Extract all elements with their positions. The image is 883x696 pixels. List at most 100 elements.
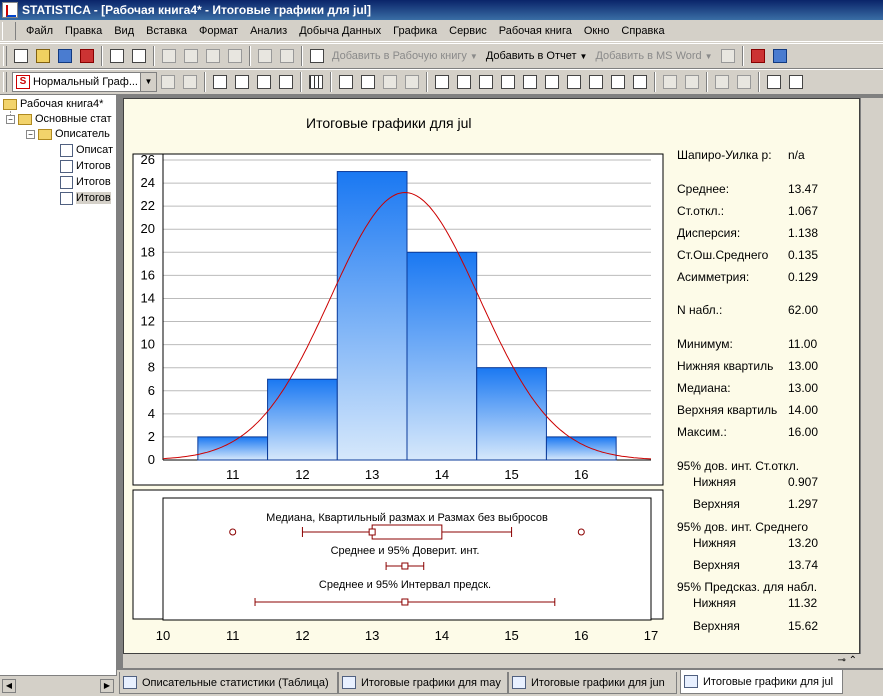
tree-group[interactable]: − Основные стат bbox=[6, 112, 112, 126]
plot-button[interactable] bbox=[210, 72, 230, 92]
gridlines-button[interactable] bbox=[306, 72, 326, 92]
graph-icon bbox=[342, 676, 356, 689]
add-to-report-button[interactable]: Добавить в Отчет ▼ bbox=[482, 50, 592, 62]
menu-file[interactable]: Файл bbox=[26, 24, 54, 37]
stat-label: Дисперсия: bbox=[677, 226, 740, 240]
brush-button[interactable] bbox=[254, 72, 274, 92]
draw-poly-button[interactable] bbox=[586, 72, 606, 92]
redo-button[interactable] bbox=[277, 46, 297, 66]
scatter-button[interactable] bbox=[232, 72, 252, 92]
pointer-button[interactable] bbox=[432, 72, 452, 92]
boxplot-marks bbox=[229, 524, 585, 606]
tree-sub[interactable]: − Описатель bbox=[26, 127, 110, 141]
menu-tools[interactable]: Сервис bbox=[449, 24, 487, 37]
lock-button[interactable] bbox=[630, 72, 650, 92]
chevron-down-icon[interactable]: ▼ bbox=[140, 73, 156, 91]
menu-insert[interactable]: Вставка bbox=[146, 24, 188, 37]
print-button[interactable] bbox=[107, 46, 127, 66]
tab-graph-may[interactable]: Итоговые графики для may bbox=[338, 672, 508, 694]
tab-descriptive-table[interactable]: Описательные статистики (Таблица) bbox=[119, 672, 338, 694]
graph-window[interactable]: Итоговые графики для jul 0 2 4 6 8 10 12 14 16 18… bbox=[123, 98, 860, 654]
menu-workbook[interactable]: Рабочая книга bbox=[498, 24, 572, 37]
font-size-down-button[interactable] bbox=[786, 72, 806, 92]
menu-graphics[interactable]: Графика bbox=[393, 24, 438, 37]
histogram-bar bbox=[267, 378, 338, 461]
line-style-button[interactable] bbox=[660, 72, 680, 92]
tree-item-table[interactable]: Описат bbox=[60, 143, 113, 157]
save-button[interactable] bbox=[55, 46, 75, 66]
find-button[interactable] bbox=[307, 46, 327, 66]
x-axis-ticks: 11 12 13 14 15 16 bbox=[226, 467, 589, 482]
draw-arrow-button[interactable] bbox=[564, 72, 584, 92]
window-resize-controls[interactable]: ⊸ ⌃ bbox=[837, 655, 857, 666]
send-back-icon bbox=[737, 75, 751, 89]
boxplot-x-tick-label: 10 bbox=[156, 628, 170, 643]
draw-line-button[interactable] bbox=[542, 72, 562, 92]
draw-arrow-icon bbox=[567, 75, 581, 89]
window-button[interactable] bbox=[276, 72, 296, 92]
add-to-workbook-button[interactable]: Добавить в Рабочую книгу ▼ bbox=[328, 50, 482, 62]
zoom-in-button[interactable] bbox=[336, 72, 356, 92]
boxplot-x-tick-label: 15 bbox=[504, 628, 518, 643]
vertical-scrollbar[interactable] bbox=[861, 98, 883, 654]
font-size-up-button[interactable] bbox=[764, 72, 784, 92]
menu-help[interactable]: Справка bbox=[621, 24, 665, 37]
collapse-icon[interactable]: − bbox=[26, 129, 35, 139]
scroll-right-icon[interactable]: ▶ bbox=[100, 679, 114, 693]
stat-label: Асимметрия: bbox=[677, 270, 749, 284]
tab-graph-jun[interactable]: Итоговые графики для jun bbox=[508, 672, 677, 694]
draw-rect-button[interactable] bbox=[498, 72, 518, 92]
zoom-fit-button[interactable] bbox=[402, 72, 422, 92]
pattern-button[interactable] bbox=[682, 72, 702, 92]
tab-graph-jul[interactable]: Итоговые графики для jul bbox=[680, 670, 843, 694]
tree-item-label: Итогов bbox=[76, 176, 111, 188]
bring-front-icon bbox=[715, 75, 729, 89]
menu-edit[interactable]: Правка bbox=[65, 24, 103, 37]
zoom-fit-icon bbox=[405, 75, 419, 89]
print-preview-button[interactable] bbox=[129, 46, 149, 66]
menu-window[interactable]: Окно bbox=[583, 24, 610, 37]
menu-data-mining[interactable]: Добыча Данных bbox=[299, 24, 382, 37]
spell-check-button[interactable] bbox=[718, 46, 738, 66]
open-button[interactable] bbox=[33, 46, 53, 66]
graph-type-select[interactable]: S Нормальный Граф... ▼ bbox=[12, 72, 157, 92]
y-tick-label: 2 bbox=[148, 429, 155, 444]
copy-button[interactable] bbox=[181, 46, 201, 66]
stat-label: N набл.: bbox=[677, 303, 722, 317]
edit-button[interactable] bbox=[476, 72, 496, 92]
text-button[interactable] bbox=[454, 72, 474, 92]
stat-label: Медиана: bbox=[677, 381, 731, 395]
tree-root[interactable]: Рабочая книга4* bbox=[3, 97, 103, 111]
graph-options-button[interactable] bbox=[158, 72, 178, 92]
graph-data-button[interactable] bbox=[180, 72, 200, 92]
zoom-reset-button[interactable] bbox=[380, 72, 400, 92]
paste-button[interactable] bbox=[203, 46, 223, 66]
tree-item-graph-jul[interactable]: Итогов bbox=[60, 191, 111, 205]
ci-value: 13.20 bbox=[788, 536, 818, 550]
draw-ellipse-button[interactable] bbox=[520, 72, 540, 92]
statistica-book-button[interactable] bbox=[748, 46, 768, 66]
stat-value: 1.138 bbox=[788, 226, 818, 240]
scroll-left-icon[interactable]: ◀ bbox=[2, 679, 16, 693]
tree-item-graph-may[interactable]: Итогов bbox=[60, 159, 111, 173]
new-button[interactable] bbox=[11, 46, 31, 66]
mean-pi-mean-marker bbox=[401, 598, 409, 606]
menu-analysis[interactable]: Анализ bbox=[250, 24, 288, 37]
menu-format[interactable]: Формат bbox=[199, 24, 239, 37]
menu-view[interactable]: Вид bbox=[114, 24, 135, 37]
outlier-point bbox=[577, 528, 585, 536]
collapse-icon[interactable]: − bbox=[6, 114, 15, 124]
add-to-msword-button[interactable]: Добавить в MS Word ▼ bbox=[591, 50, 716, 62]
mean-ci-mean-marker bbox=[401, 562, 409, 570]
zoom-out-button[interactable] bbox=[358, 72, 378, 92]
cut-button[interactable] bbox=[159, 46, 179, 66]
bring-front-button[interactable] bbox=[712, 72, 732, 92]
undo-button[interactable] bbox=[255, 46, 275, 66]
help-button[interactable] bbox=[770, 46, 790, 66]
format-painter-button[interactable] bbox=[225, 46, 245, 66]
pdf-button[interactable] bbox=[77, 46, 97, 66]
send-back-button[interactable] bbox=[734, 72, 754, 92]
tree-horizontal-scrollbar[interactable]: ◀ ▶ bbox=[0, 675, 117, 696]
draw-free-button[interactable] bbox=[608, 72, 628, 92]
tree-item-graph-jun[interactable]: Итогов bbox=[60, 175, 111, 189]
